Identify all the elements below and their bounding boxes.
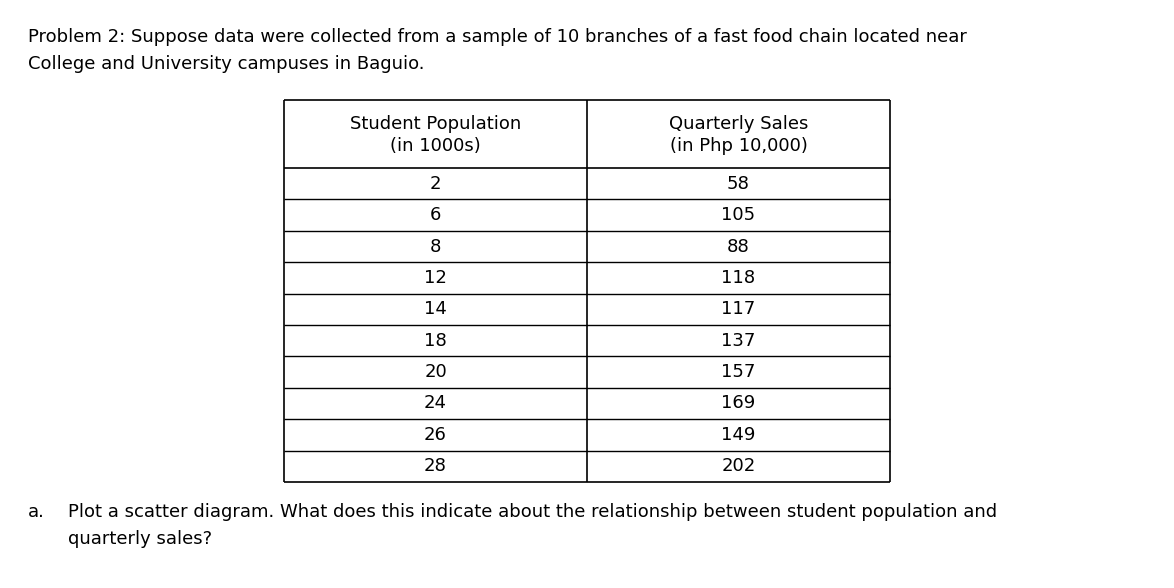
Text: 58: 58	[727, 175, 750, 193]
Text: 105: 105	[722, 206, 756, 224]
Text: College and University campuses in Baguio.: College and University campuses in Bagui…	[28, 55, 425, 73]
Text: Student Population: Student Population	[350, 115, 521, 133]
Text: 149: 149	[721, 426, 756, 444]
Text: (in Php 10,000): (in Php 10,000)	[669, 137, 808, 155]
Text: 137: 137	[721, 332, 756, 350]
Text: 18: 18	[424, 332, 447, 350]
Text: 117: 117	[721, 300, 756, 318]
Text: 12: 12	[424, 269, 447, 287]
Text: 26: 26	[424, 426, 447, 444]
Text: 24: 24	[424, 395, 447, 413]
Text: quarterly sales?: quarterly sales?	[68, 530, 212, 548]
Text: 28: 28	[424, 457, 447, 475]
Text: a.: a.	[28, 503, 45, 521]
Text: 157: 157	[721, 363, 756, 381]
Text: 202: 202	[721, 457, 756, 475]
Text: Quarterly Sales: Quarterly Sales	[669, 115, 808, 133]
Text: 88: 88	[727, 238, 750, 256]
Text: 8: 8	[430, 238, 441, 256]
Text: Problem 2: Suppose data were collected from a sample of 10 branches of a fast fo: Problem 2: Suppose data were collected f…	[28, 28, 967, 46]
Text: 14: 14	[424, 300, 447, 318]
Text: Plot a scatter diagram. What does this indicate about the relationship between s: Plot a scatter diagram. What does this i…	[68, 503, 997, 521]
Text: 20: 20	[424, 363, 447, 381]
Text: 2: 2	[430, 175, 441, 193]
Text: 6: 6	[430, 206, 441, 224]
Text: (in 1000s): (in 1000s)	[390, 137, 481, 155]
Text: 169: 169	[721, 395, 756, 413]
Text: 118: 118	[722, 269, 756, 287]
